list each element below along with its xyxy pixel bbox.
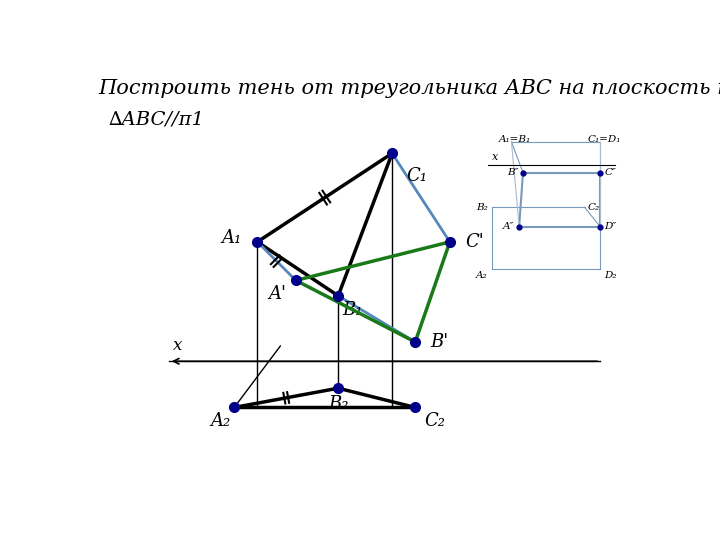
Text: B₂: B₂: [328, 395, 348, 413]
Text: A″: A″: [503, 222, 515, 231]
Text: C₁=D₁: C₁=D₁: [588, 135, 621, 144]
Text: A₁: A₁: [222, 229, 242, 247]
Text: B': B': [431, 333, 449, 351]
Text: C₂: C₂: [425, 413, 446, 430]
Text: C″: C″: [605, 168, 616, 177]
Text: D″: D″: [605, 222, 617, 231]
Text: A': A': [269, 285, 287, 303]
Text: Построить тень от треугольника АВС на плоскость проекций: Построить тень от треугольника АВС на пл…: [98, 79, 720, 98]
Text: B″: B″: [507, 168, 518, 177]
Text: D₂: D₂: [605, 271, 617, 280]
Text: ∆ABC//π1: ∆ABC//π1: [109, 111, 204, 129]
Text: B₂: B₂: [476, 202, 487, 212]
Text: C₁: C₁: [406, 167, 427, 185]
Text: C': C': [465, 233, 484, 251]
Text: B₁: B₁: [342, 301, 363, 319]
Text: A₂: A₂: [476, 271, 487, 280]
Text: A₂: A₂: [210, 413, 230, 430]
Text: A₁=B₁: A₁=B₁: [499, 135, 531, 144]
Text: C₂: C₂: [588, 202, 600, 212]
Text: x: x: [174, 336, 183, 354]
Text: x: x: [492, 152, 498, 161]
